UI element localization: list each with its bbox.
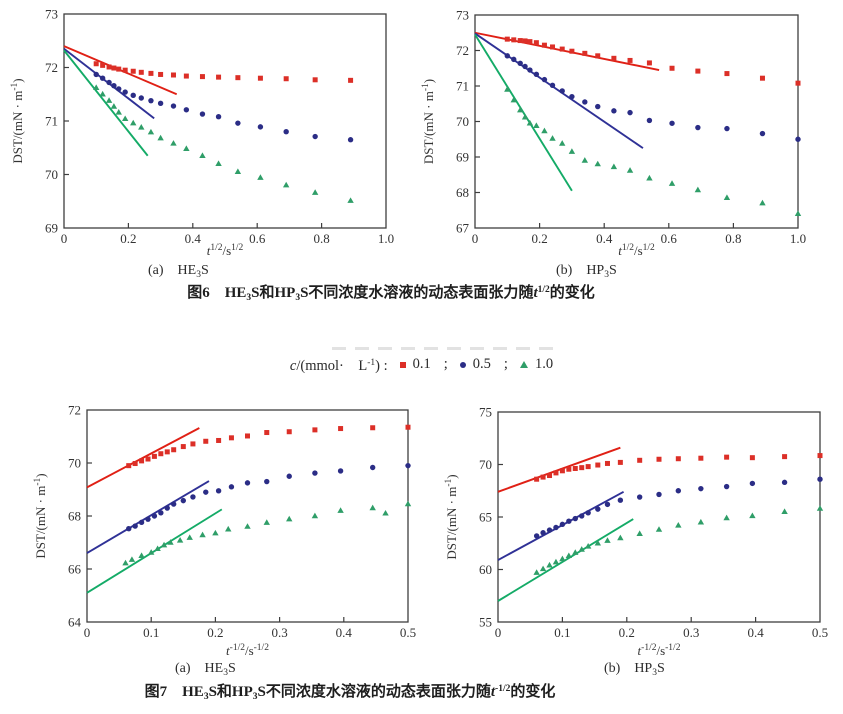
panel-label-fig7-a: (a) HE3S — [175, 661, 236, 678]
figure6-caption: 图6 HE3S和HP3S不同浓度水溶液的动态表面张力随t1/2的变化 — [187, 285, 595, 303]
svg-text:t-1/2/s-1/2: t-1/2/s-1/2 — [638, 643, 681, 658]
svg-text:68: 68 — [68, 509, 81, 524]
svg-text:0.6: 0.6 — [661, 231, 678, 246]
svg-text:72: 72 — [45, 60, 58, 75]
legend-item-1.0: 1.0 — [519, 356, 554, 373]
svg-text:55: 55 — [479, 615, 492, 630]
svg-text:DST/(mN · m-1): DST/(mN · m-1) — [33, 473, 48, 558]
chart-fig7-a-he3s: 0 0.1 0.2 0.3 0.4 0.5 64 66 68 70 72 t-1/2/s-1/2 DST… — [33, 403, 416, 659]
svg-text:DST/(mN · m-1): DST/(mN · m-1) — [421, 79, 436, 164]
svg-text:0.2: 0.2 — [619, 625, 635, 640]
svg-text:0.2: 0.2 — [531, 231, 547, 246]
legend-square-marker-icon — [399, 361, 406, 368]
svg-text:DST/(mN · m-1): DST/(mN · m-1) — [10, 78, 25, 163]
legend-label: c/(mmol· L-1) : — [289, 358, 388, 374]
svg-text:70: 70 — [456, 114, 469, 129]
svg-text:73: 73 — [45, 7, 58, 22]
svg-text:DST/(mN · m-1): DST/(mN · m-1) — [444, 474, 459, 559]
chart-fig6-a-he3s: 0 0.2 0.4 0.6 0.8 1.0 69 70 71 72 73 t1/2/s1/2 DST/(… — [10, 7, 394, 259]
svg-text:72: 72 — [68, 403, 81, 418]
svg-text:t1/2/s1/2: t1/2/s1/2 — [618, 243, 655, 258]
svg-text:65: 65 — [479, 510, 492, 525]
panel-label-fig7-b: (b) HP3S — [604, 661, 665, 678]
svg-text:70: 70 — [45, 167, 58, 182]
svg-text:t1/2/s1/2: t1/2/s1/2 — [207, 243, 244, 258]
svg-text:0: 0 — [84, 625, 91, 640]
svg-text:t-1/2/s-1/2: t-1/2/s-1/2 — [226, 643, 269, 658]
svg-text:1.0: 1.0 — [378, 231, 394, 246]
svg-text:0.5: 0.5 — [812, 625, 828, 640]
svg-text:71: 71 — [45, 114, 58, 129]
svg-text:69: 69 — [45, 221, 58, 236]
legend-separator: ; — [443, 356, 448, 372]
svg-text:69: 69 — [456, 150, 469, 165]
svg-text:68: 68 — [456, 185, 469, 200]
svg-text:0.3: 0.3 — [683, 625, 699, 640]
svg-text:70: 70 — [479, 457, 492, 472]
svg-text:64: 64 — [68, 615, 82, 630]
svg-text:0.3: 0.3 — [271, 625, 287, 640]
legend-value: 0.5 — [472, 356, 491, 372]
svg-text:0.8: 0.8 — [313, 231, 329, 246]
svg-text:0.4: 0.4 — [336, 625, 353, 640]
legend-item-0.1: 0.1 ; — [399, 356, 448, 373]
svg-text:71: 71 — [456, 79, 469, 94]
legend-item-0.5: 0.5 ; — [459, 356, 508, 373]
svg-text:0: 0 — [495, 625, 502, 640]
svg-text:1.0: 1.0 — [790, 231, 806, 246]
svg-text:0.1: 0.1 — [554, 625, 570, 640]
svg-text:73: 73 — [456, 8, 469, 23]
svg-text:0.4: 0.4 — [596, 231, 613, 246]
svg-text:0.2: 0.2 — [120, 231, 136, 246]
svg-text:0.2: 0.2 — [207, 625, 223, 640]
legend-separator: ; — [503, 356, 508, 372]
svg-text:67: 67 — [456, 221, 470, 236]
scan-artifact — [332, 347, 558, 350]
concentration-legend: c/(mmol· L-1) : 0.1 ; 0.5 ; 1.0 — [0, 354, 843, 375]
svg-text:0.4: 0.4 — [185, 231, 202, 246]
svg-text:70: 70 — [68, 456, 81, 471]
svg-text:0.6: 0.6 — [249, 231, 266, 246]
svg-text:0.4: 0.4 — [747, 625, 764, 640]
figure7-caption: 图7 HE3S和HP3S不同浓度水溶液的动态表面张力随t-1/2的变化 — [144, 684, 556, 702]
svg-text:0.5: 0.5 — [400, 625, 416, 640]
svg-text:0: 0 — [61, 231, 68, 246]
svg-text:66: 66 — [68, 562, 82, 577]
legend-triangle-marker-icon — [519, 361, 528, 368]
svg-text:60: 60 — [479, 562, 492, 577]
chart-fig7-b-hp3s: 0 0.1 0.2 0.3 0.4 0.5 55 60 65 70 75 t-1/2/s-1/2 DST… — [444, 405, 828, 659]
svg-text:0: 0 — [472, 231, 479, 246]
legend-value: 1.0 — [534, 356, 554, 372]
svg-text:0.8: 0.8 — [725, 231, 741, 246]
legend-value: 0.1 — [412, 356, 431, 372]
panel-label-fig6-b: (b) HP3S — [556, 263, 617, 280]
svg-text:0.1: 0.1 — [143, 625, 159, 640]
svg-text:72: 72 — [456, 43, 469, 58]
legend-circle-marker-icon — [459, 361, 466, 368]
panel-label-fig6-a: (a) HE3S — [148, 263, 209, 280]
svg-text:75: 75 — [479, 405, 492, 420]
chart-fig6-b-hp3s: 0 0.2 0.4 0.6 0.8 1.0 67 68 69 70 71 72 73 t1/2/s1/2 D… — [421, 8, 806, 259]
